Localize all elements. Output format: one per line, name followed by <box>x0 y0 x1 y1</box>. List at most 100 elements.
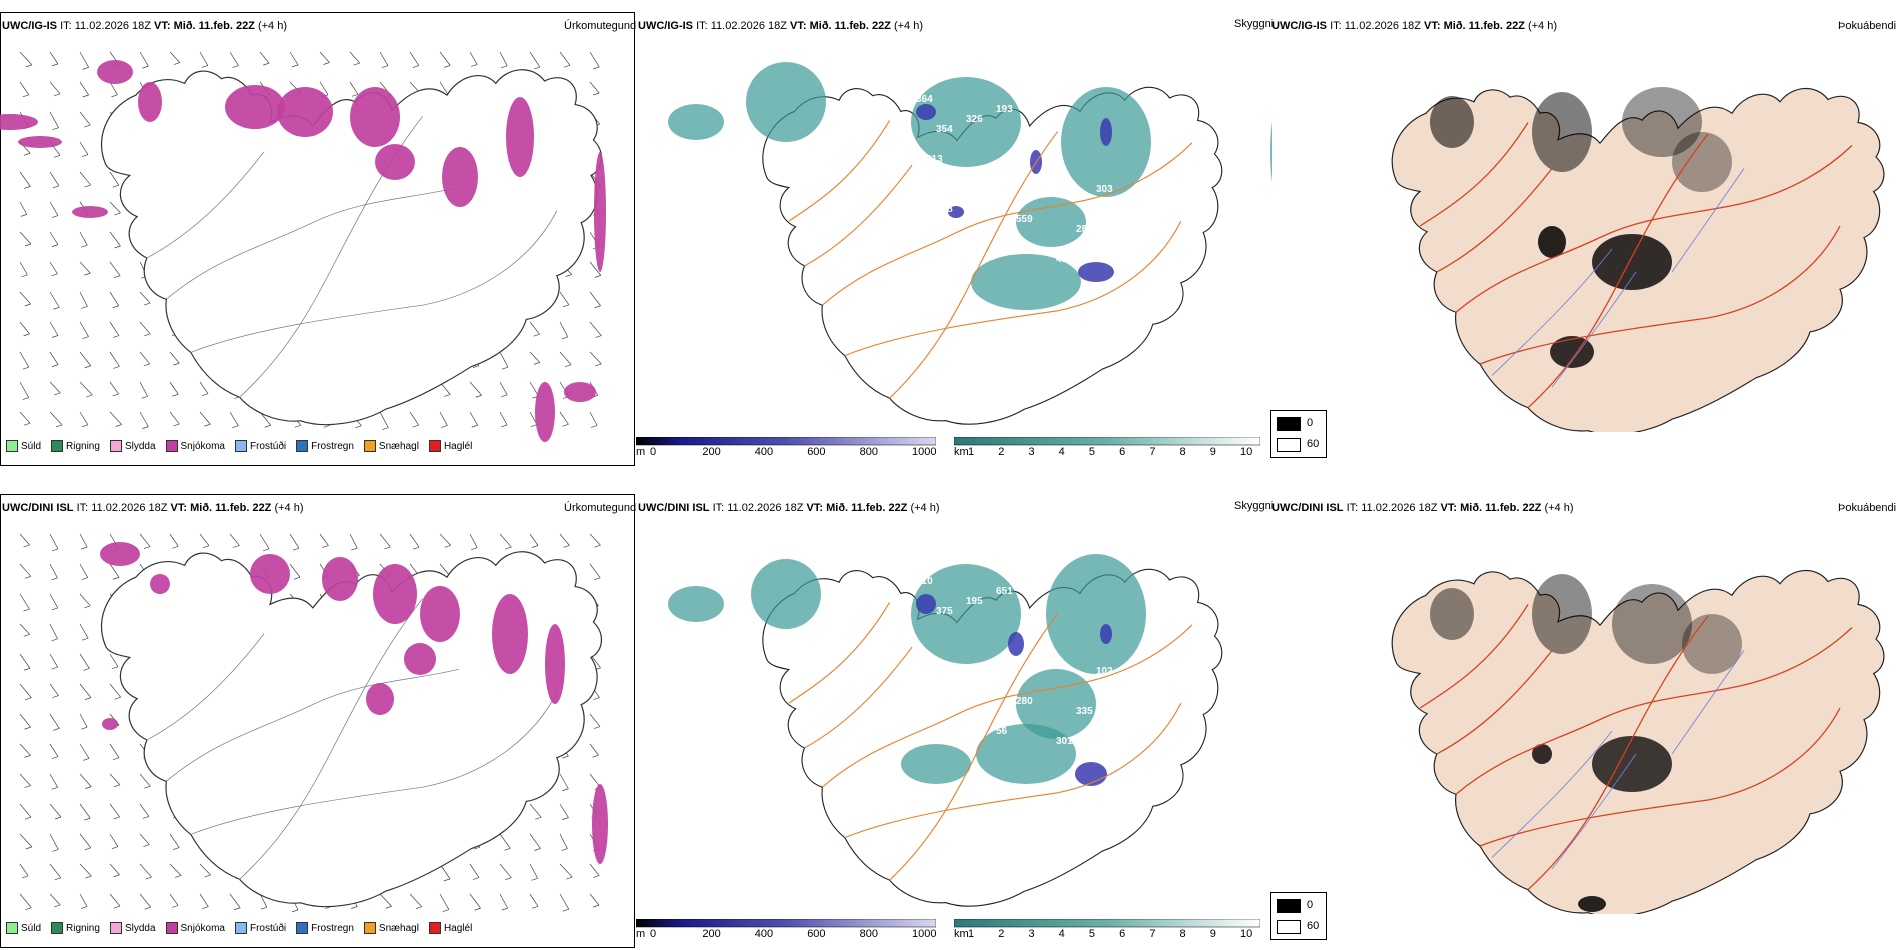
colorbar-tick: 600 <box>807 446 826 458</box>
legend-item: Snæhagl <box>363 922 419 934</box>
fog-areas <box>1430 574 1742 912</box>
legend-label: Snjókoma <box>180 922 225 934</box>
legend-item: Slydda <box>109 440 156 452</box>
legend-swatch <box>165 922 178 934</box>
fog-panel-2: UWC/DINI ISL IT: 11.02.2026 18Z VT: Mið.… <box>1272 494 1900 948</box>
road-network <box>788 120 1193 399</box>
visibility-value-label: 380 <box>856 666 873 677</box>
panel-title: Úrkomutegund <box>564 502 637 514</box>
colorbar-tick: 8 <box>1179 928 1186 940</box>
colorbar-tick: 0 <box>650 446 657 458</box>
colorbar-tick: 1 <box>968 446 975 458</box>
precip-panel-2: UWC/DINI ISL IT: 11.02.2026 18Z VT: Mið.… <box>0 494 636 948</box>
visibility-value-label: 423 <box>996 661 1013 672</box>
visibility-value-label: 301 <box>1056 736 1073 747</box>
visibility-value-label: 48 <box>806 134 818 145</box>
visibility-value-label: 102 <box>1096 666 1113 677</box>
visibility-ticks: km 1 2 3 4 5 6 7 8 9 10 <box>954 446 1274 460</box>
model-name: UWC/DINI ISL <box>638 502 710 514</box>
model-name: UWC/IG-IS <box>1272 20 1327 32</box>
fog-areas <box>1430 87 1732 368</box>
colorbar-unit: m <box>636 446 646 458</box>
legend-item: Rigning <box>51 440 100 452</box>
colorbar-tick: 200 <box>702 928 721 940</box>
legend-swatch <box>109 440 122 452</box>
legend-item: Snæhagl <box>363 440 419 452</box>
sky-panel-2: UWC/DINI ISL IT: 11.02.2026 18Z VT: Mið.… <box>635 494 1274 948</box>
visibility-value-label: 331 <box>856 184 873 195</box>
model-name: UWC/IG-IS <box>638 20 693 32</box>
panel-title: Skyggni <box>1234 18 1274 30</box>
model-name: UWC/DINI ISL <box>1272 502 1344 514</box>
precip-map <box>0 12 635 466</box>
legend-label: Frostregn <box>311 922 354 934</box>
visibility-value-label: 289 <box>1076 224 1093 235</box>
legend-label: Frostúði <box>249 440 287 452</box>
visibility-value-label: 354 <box>936 124 953 135</box>
visibility-value-label: 414 <box>1056 254 1073 265</box>
issue-time: IT: 11.02.2026 18Z <box>1346 502 1438 514</box>
legend-item: Súld <box>6 440 41 452</box>
visibility-value-label: 310 <box>916 576 933 587</box>
legend-label: Frostúði <box>249 922 287 934</box>
visibility-value-label: 326 <box>966 114 983 125</box>
visibility-value-label: 525 <box>786 154 803 165</box>
visibility-value-label: 398 <box>936 204 953 215</box>
colorbar-tick: 3 <box>1028 928 1035 940</box>
legend-label: Rigning <box>66 922 100 934</box>
snow-areas <box>100 542 608 864</box>
panel-header: UWC/IG-IS IT: 11.02.2026 18Z VT: Mið. 11… <box>2 20 287 32</box>
valid-time: VT: Mið. 11.feb. 22Z <box>1440 502 1542 514</box>
fog-swatch-white <box>1277 920 1301 934</box>
fog-legend: 0 60 <box>1270 410 1327 458</box>
legend-item: Haglél <box>428 922 472 934</box>
panel-title: Úrkomutegund <box>564 20 637 32</box>
valid-time: VT: Mið. 11.feb. 22Z <box>1424 20 1525 32</box>
legend-swatch <box>296 922 309 934</box>
legend-item: Frostúði <box>234 440 287 452</box>
issue-time: IT: 11.02.2026 18Z <box>60 20 151 32</box>
colorbar-tick: 800 <box>859 446 878 458</box>
legend-item: Haglél <box>428 440 473 452</box>
colorbar-tick: 4 <box>1058 928 1065 940</box>
panel-title: Skyggni <box>1234 500 1274 512</box>
visibility-value-label: 113 <box>956 264 973 275</box>
colorbar-tick: 1000 <box>912 446 937 458</box>
colorbar-tick: 7 <box>1149 928 1156 940</box>
visibility-labels: 364 354 326 193 525 331 398 245 559 414 289 303 270 2… <box>786 94 1133 275</box>
panel-header: UWC/IG-IS IT: 11.02.2026 18Z VT: Mið. 11… <box>638 20 923 32</box>
panel-header: UWC/DINI ISL IT: 11.02.2026 18Z VT: Mið.… <box>2 502 304 514</box>
precip-map <box>0 494 635 948</box>
legend-label: Súld <box>21 922 42 934</box>
legend-label: Haglél <box>443 440 473 452</box>
valid-time: VT: Mið. 11.feb. 22Z <box>806 502 908 514</box>
legend-label: Slydda <box>124 440 156 452</box>
legend-label: Snæhagl <box>378 440 419 452</box>
legend-swatch <box>109 922 122 934</box>
precip-legend: Súld Rigning Slydda Snjókoma Frostúði Frostre… <box>6 440 472 452</box>
visibility-value-label: 193 <box>996 104 1013 115</box>
visibility-ticks: km 1 2 3 4 5 6 7 8 9 10 <box>954 928 1274 942</box>
legend-label: Snjókoma <box>180 440 225 452</box>
legend-item: Slydda <box>109 922 156 934</box>
visibility-shading <box>668 554 1146 784</box>
valid-time: VT: Mið. 11.feb. 22Z <box>170 502 272 514</box>
colorbar-tick: 8 <box>1179 446 1186 458</box>
colorbar-tick: 9 <box>1209 446 1216 458</box>
snow-areas <box>0 60 606 442</box>
colorbar-tick: 9 <box>1209 928 1216 940</box>
fog-map <box>1391 569 1885 914</box>
road-network <box>788 602 1193 881</box>
visibility-value-label: 280 <box>1016 696 1033 707</box>
road-network <box>1419 604 1853 891</box>
legend-label: Slydda <box>124 922 156 934</box>
colorbar-tick: 6 <box>1119 928 1126 940</box>
legend-swatch <box>296 440 309 452</box>
colorbar-tick: 400 <box>754 446 774 458</box>
visibility-value-label: 118 <box>996 244 1013 255</box>
fog-legend-black-label: 0 <box>1307 417 1314 429</box>
colorbar-tick: 5 <box>1088 446 1095 458</box>
panel-title: Þokuábendi <box>1838 502 1897 514</box>
lead-time: (+4 h) <box>274 502 304 514</box>
valid-time: VT: Mið. 11.feb. 22Z <box>154 20 255 32</box>
